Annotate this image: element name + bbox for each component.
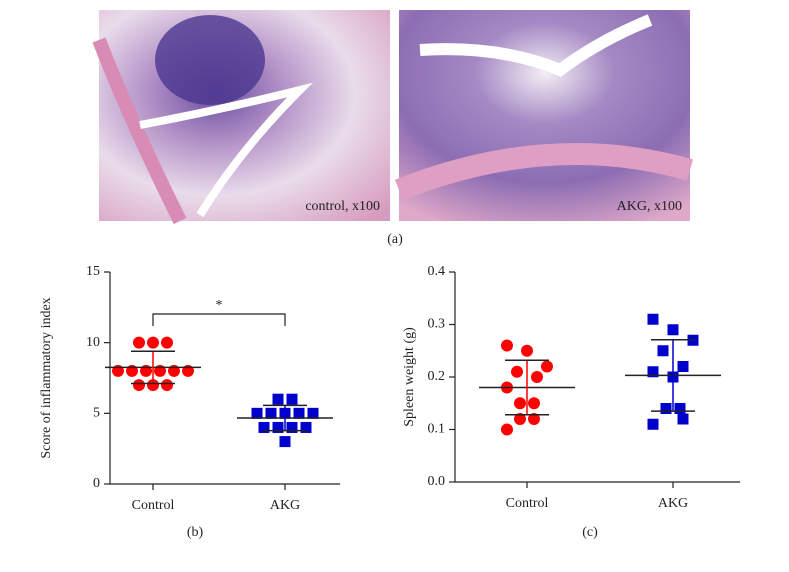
y-tick-label: 0.1 [428, 422, 446, 437]
x-tick-label: AKG [270, 498, 300, 513]
data-point [251, 407, 263, 419]
y-axis-label: Score of inflammatory index [39, 297, 54, 458]
y-tick-label: 0.2 [428, 369, 446, 384]
x-tick-label: Control [506, 496, 549, 511]
image-label: control, x100 [305, 199, 380, 214]
y-tick-label: 15 [86, 264, 100, 279]
data-point [531, 371, 543, 383]
data-point [660, 403, 672, 414]
data-point [514, 413, 526, 425]
data-point [300, 421, 312, 433]
data-point [265, 407, 277, 419]
data-point [667, 324, 679, 336]
x-tick-label: AKG [658, 496, 688, 511]
data-point [501, 339, 513, 352]
y-tick-label: 5 [93, 406, 100, 421]
data-point [528, 397, 540, 410]
data-point [293, 407, 305, 419]
data-point [528, 413, 540, 425]
data-point [647, 366, 659, 378]
y-tick-label: 0 [93, 476, 100, 491]
data-point [514, 397, 526, 410]
data-point [541, 360, 553, 373]
y-axis-label: Spleen weight (g) [402, 327, 417, 427]
data-point [521, 344, 533, 357]
data-point [258, 421, 270, 433]
data-point [647, 313, 659, 325]
caption: (b) [187, 525, 204, 540]
data-point [286, 421, 298, 433]
annotation: * [216, 298, 223, 313]
histology-akg: AKG, x100 [394, 10, 694, 221]
caption: (c) [582, 525, 598, 540]
data-point [133, 336, 145, 349]
y-tick-label: 10 [86, 335, 100, 350]
data-point [272, 393, 284, 405]
y-tick-label: 0.3 [428, 317, 446, 332]
data-point [647, 418, 659, 430]
data-point [279, 436, 291, 448]
image-label: AKG, x100 [617, 199, 682, 214]
data-point [677, 413, 689, 425]
data-point [657, 345, 669, 357]
data-point [286, 393, 298, 405]
data-point [511, 365, 523, 378]
histology-control: control, x100 [92, 10, 390, 225]
y-tick-label: 0.4 [428, 264, 446, 279]
data-point [272, 421, 284, 433]
data-point [161, 379, 173, 392]
data-point [161, 336, 173, 349]
caption: (a) [387, 232, 403, 247]
x-tick-label: Control [132, 498, 175, 513]
data-point [147, 336, 159, 349]
y-tick-label: 0.0 [428, 474, 446, 489]
data-point [501, 423, 513, 436]
significance-bracket [152, 313, 286, 326]
data-point [307, 407, 319, 419]
data-point [677, 361, 689, 372]
data-point [147, 379, 159, 392]
data-point [674, 403, 686, 414]
data-point [133, 379, 145, 392]
